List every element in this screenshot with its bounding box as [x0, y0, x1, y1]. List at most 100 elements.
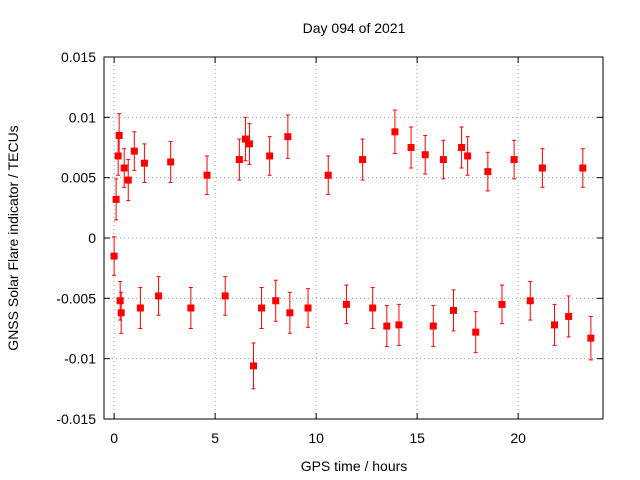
data-point: [266, 136, 274, 176]
data-point: [458, 126, 466, 169]
data-point: [245, 122, 253, 165]
data-point: [221, 276, 229, 316]
data-point: [510, 139, 518, 180]
data-point: [383, 305, 391, 348]
data-point: [140, 143, 148, 183]
y-axis-label: GNSS Solar Flare indicator / TECUs: [5, 125, 21, 350]
point-marker: [407, 144, 415, 151]
point-marker: [140, 159, 148, 167]
data-point: [484, 151, 492, 192]
point-marker: [395, 321, 403, 329]
point-marker: [579, 164, 587, 172]
data-point: [187, 286, 195, 329]
data-point: [587, 315, 595, 361]
point-marker: [249, 362, 257, 370]
data-point: [235, 138, 243, 181]
data-point: [241, 116, 249, 162]
point-marker: [383, 322, 391, 330]
point-marker: [359, 156, 367, 164]
x-tick-label: 15: [409, 430, 425, 446]
data-point: [155, 276, 163, 316]
data-point: [369, 286, 377, 329]
point-marker: [110, 252, 118, 260]
data-point: [304, 288, 312, 328]
data-point: [249, 342, 257, 390]
x-tick-label: 20: [510, 430, 526, 446]
data-point: [114, 136, 122, 176]
data-point: [498, 284, 506, 325]
data-point: [117, 291, 125, 334]
point-marker: [245, 140, 253, 148]
point-marker: [272, 297, 280, 305]
point-marker: [458, 144, 466, 151]
point-marker: [286, 309, 294, 317]
data-point: [464, 136, 472, 176]
point-marker: [284, 133, 292, 141]
data-point: [526, 280, 534, 321]
data-point: [115, 113, 123, 158]
y-tick-label: 0: [88, 230, 96, 246]
point-marker: [484, 168, 492, 176]
y-tick-label: -0.015: [56, 411, 96, 427]
point-marker: [221, 292, 229, 300]
point-marker: [439, 156, 447, 164]
data-point: [342, 284, 350, 325]
data-point: [391, 109, 399, 155]
data-point: [130, 131, 138, 171]
chart-title: Day 094 of 2021: [303, 20, 406, 36]
grid-lines: [104, 57, 603, 419]
data-point: [439, 139, 447, 180]
point-marker: [112, 195, 120, 203]
data-point: [359, 138, 367, 181]
point-marker: [551, 321, 559, 329]
point-marker: [258, 304, 266, 312]
data-point: [110, 236, 118, 276]
data-point: [124, 159, 132, 202]
data-point: [272, 279, 280, 322]
data-point: [258, 286, 266, 329]
data-point: [395, 303, 403, 346]
data-point: [565, 295, 573, 338]
y-tick-label: 0.005: [61, 170, 96, 186]
data-point: [407, 126, 415, 169]
data-point: [472, 311, 480, 354]
point-marker: [120, 164, 128, 172]
data-point: [167, 140, 175, 183]
point-marker: [587, 334, 595, 342]
point-marker: [464, 152, 472, 160]
point-marker: [187, 304, 195, 312]
y-tick-label: 0.01: [69, 109, 96, 125]
point-marker: [450, 306, 458, 314]
point-marker: [124, 176, 132, 184]
data-marks: [110, 109, 595, 390]
data-point: [136, 286, 144, 329]
point-marker: [304, 304, 312, 312]
data-point: [203, 155, 211, 196]
data-point: [538, 148, 546, 188]
data-point: [551, 303, 559, 346]
data-point: [324, 155, 332, 196]
point-marker: [421, 151, 429, 159]
y-tick-label: 0.015: [61, 49, 96, 65]
point-marker: [167, 158, 175, 166]
data-point: [286, 291, 294, 334]
y-tick-label: -0.005: [56, 290, 96, 306]
x-tick-label: 5: [211, 430, 219, 446]
point-marker: [136, 304, 144, 312]
point-marker: [498, 300, 506, 308]
point-marker: [116, 297, 124, 305]
data-point: [112, 178, 120, 221]
point-marker: [115, 131, 123, 139]
point-marker: [472, 328, 480, 336]
point-marker: [241, 135, 249, 143]
point-marker: [391, 128, 399, 136]
x-tick-label: 0: [110, 430, 118, 446]
point-marker: [369, 304, 377, 312]
point-marker: [235, 156, 243, 164]
point-marker: [114, 152, 122, 160]
point-marker: [324, 171, 332, 179]
x-axis-label: GPS time / hours: [301, 458, 408, 474]
point-marker: [565, 312, 573, 320]
point-marker: [510, 156, 518, 164]
point-marker: [266, 152, 274, 160]
